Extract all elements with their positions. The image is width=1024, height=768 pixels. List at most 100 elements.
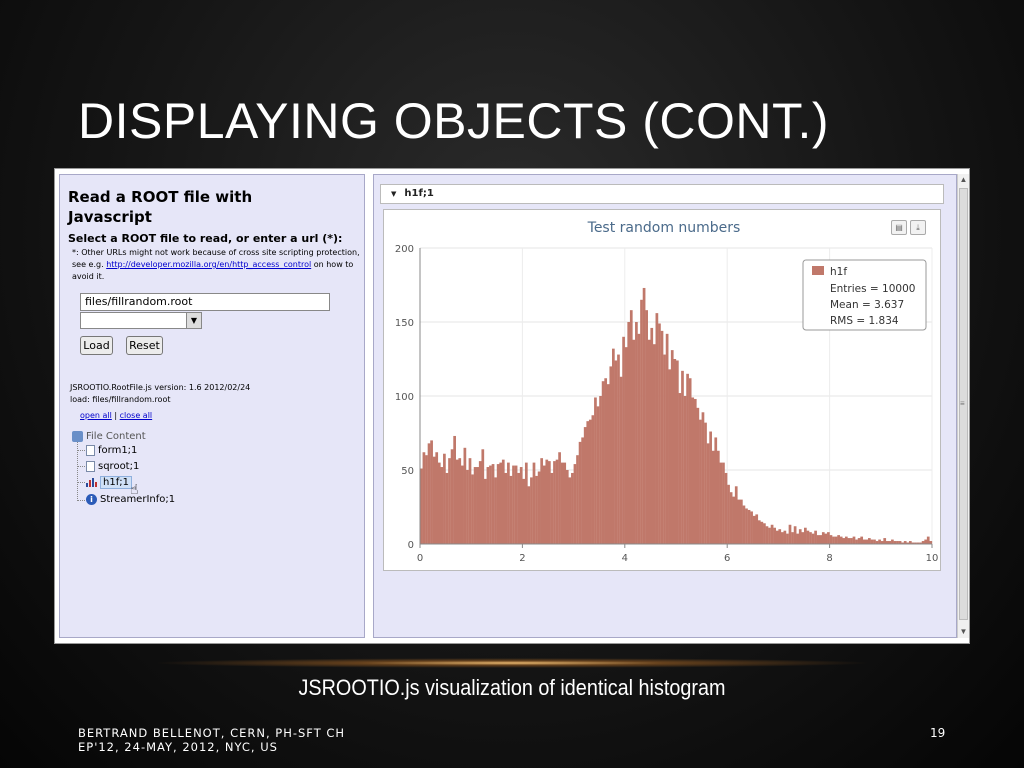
histogram-bar [645,310,648,544]
file-url-input[interactable]: files/fillrandom.root [80,293,330,311]
tree-links: open all | close all [80,411,152,420]
histogram-bar [916,542,920,544]
histogram-bar [716,450,720,544]
scrollbar-thumb[interactable] [959,188,968,620]
histogram-bar [668,369,672,544]
tree-item-form1[interactable]: form1;1 [86,444,137,458]
histogram-bar [642,287,646,544]
note-suffix: on how to avoid it. [72,260,354,281]
histogram-bar [885,541,889,544]
histogram-bar [591,415,595,544]
vertical-scrollbar[interactable]: ▲ ≡ ▼ [957,174,969,638]
legend-series-name: h1f [830,266,847,278]
histogram-bar [865,539,869,544]
close-all-link[interactable]: close all [119,411,153,420]
histogram-bar [875,541,879,544]
histogram-bar [888,541,892,544]
histogram-bar [581,437,584,544]
histogram-bar [827,532,830,544]
x-tick-label: 10 [926,553,939,564]
histogram-bar [896,541,899,544]
tree-item-h1f[interactable]: h1f;1 [86,476,132,490]
histogram-bar [914,542,917,544]
histogram-bar [786,533,789,544]
chart-legend: h1f Entries = 10000 Mean = 3.637 RMS = 1… [802,259,927,331]
reset-button[interactable]: Reset [126,336,163,355]
histogram-bar [563,462,567,544]
histogram-bar [770,524,774,544]
histogram-bar [678,393,682,544]
histogram-bar [443,453,446,544]
histogram-bar [548,461,551,544]
object-tab[interactable]: ▼ h1f;1 [380,184,944,204]
scroll-down-icon[interactable]: ▼ [959,627,968,636]
histogram-bar [837,535,840,544]
collapse-triangle-icon[interactable]: ▼ [391,190,397,198]
histogram-bar [893,541,897,544]
histogram-bar [780,532,784,544]
scroll-up-icon[interactable]: ▲ [959,175,968,184]
histogram-bar [614,360,618,544]
histogram-bar [629,310,633,544]
histogram-bar [622,336,625,544]
histogram-bar [637,333,641,544]
tree-item-streamerinfo[interactable]: i StreamerInfo;1 [86,493,175,507]
histogram-bar [422,452,426,544]
open-all-link[interactable]: open all [80,411,112,420]
histogram-bar [650,327,654,544]
file-select[interactable]: ▼ [80,312,202,329]
load-button[interactable]: Load [80,336,113,355]
tree-item-label: sqroot;1 [98,461,140,472]
histogram-bar [747,509,751,544]
page-number: 19 [930,726,946,740]
histogram-bar [435,452,439,544]
histogram-bar [908,541,912,544]
histogram-bar [681,370,684,544]
histogram-bar [683,396,687,544]
x-tick-label: 6 [724,553,730,564]
histogram-bar [504,472,508,544]
histogram-bar [819,535,823,544]
histogram-bar [568,477,572,544]
histogram-bar [617,354,620,544]
histogram-bar [440,467,444,544]
histogram-bar [919,542,922,544]
histogram-bar [796,533,800,544]
histogram-bar [847,538,851,544]
histogram-bar [824,533,828,544]
printer-icon[interactable]: ▤ [891,220,907,235]
histogram-bar [891,539,894,544]
histogram-bar [880,541,884,544]
histogram-bar [842,538,846,544]
footer-event: EP'12, 24-MAY, 2012, NYC, US [78,740,278,754]
histogram-bar [612,348,615,544]
histogram-bar [596,406,600,544]
histogram-bar [550,472,554,544]
histogram-bar [806,530,810,544]
http-access-control-link[interactable]: http://developer.mozilla.org/en/http_acc… [106,260,312,269]
chevron-down-icon[interactable]: ▼ [186,313,201,328]
histogram-bar [696,407,700,544]
histogram-bar [627,322,631,544]
histogram-bar [821,532,825,544]
load-text: load: files/fillrandom.root [70,395,171,404]
tree-item-sqroot[interactable]: sqroot;1 [86,460,139,474]
histogram-bar [752,515,756,544]
histogram-bar [788,524,792,544]
histogram-bar [471,474,474,544]
histogram-bar [501,459,505,544]
tree-root[interactable]: File Content [72,430,146,444]
tree-line [77,442,78,501]
histogram-bar [778,529,782,544]
histogram-bar [791,532,794,544]
histogram-bar [811,533,815,544]
download-icon[interactable]: ⤓ [910,220,926,235]
histogram-bar [850,538,853,544]
histogram-bar [673,359,677,544]
y-tick-label: 200 [395,244,414,255]
histogram-bar [701,412,705,544]
histogram-bar [542,465,546,544]
footer-author: BERTRAND BELLENOT, CERN, PH-SFT CH [78,726,346,740]
tree-item-label: h1f;1 [100,476,132,489]
histogram-bar [688,378,692,544]
